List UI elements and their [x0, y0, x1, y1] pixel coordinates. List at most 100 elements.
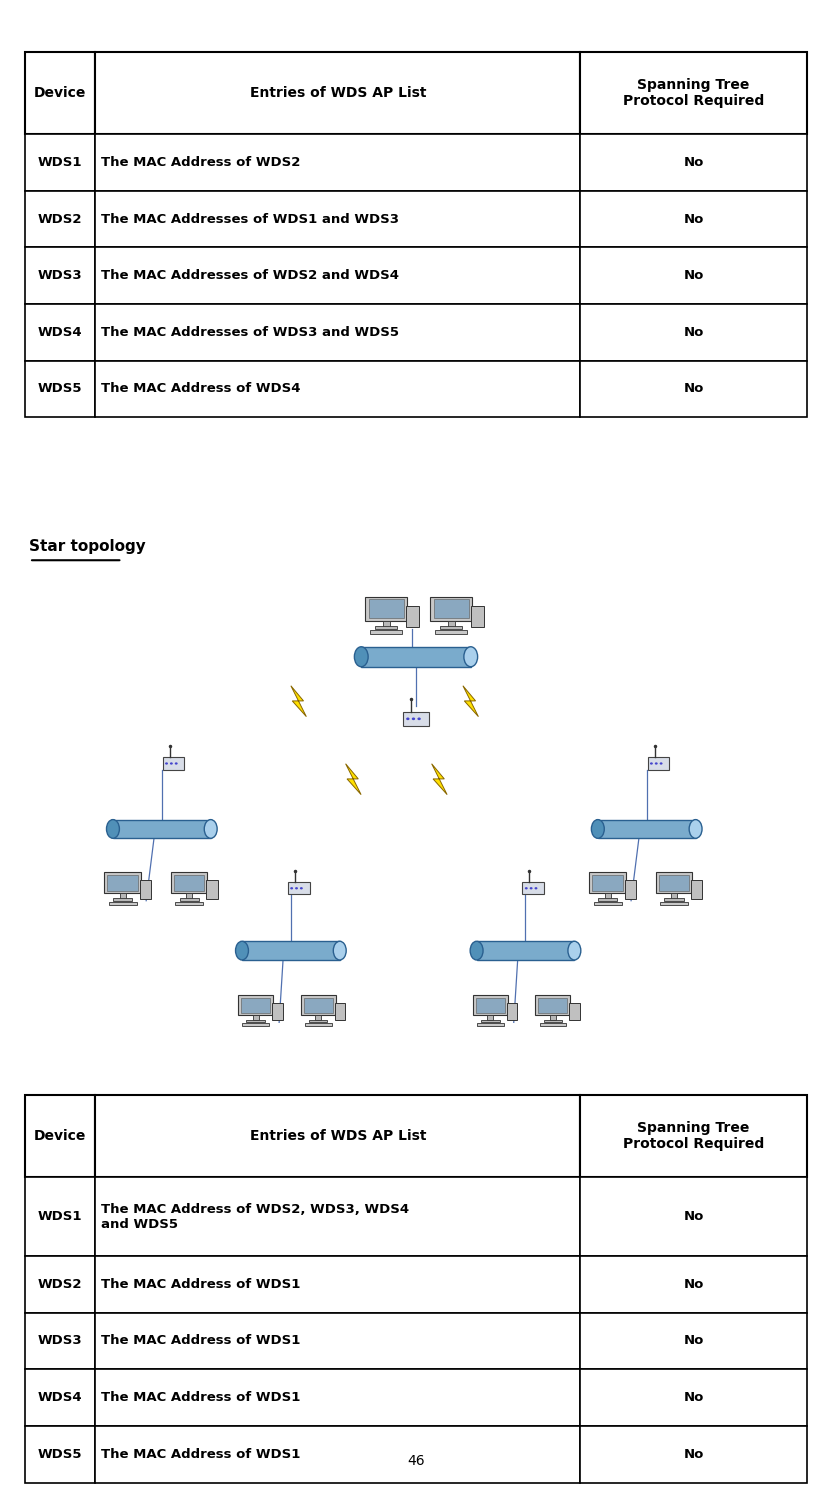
Text: WDS2: WDS2: [38, 1278, 82, 1290]
FancyBboxPatch shape: [96, 134, 580, 191]
Text: No: No: [683, 1392, 704, 1404]
Bar: [113, 820, 210, 839]
Circle shape: [534, 887, 537, 890]
FancyBboxPatch shape: [96, 1095, 580, 1177]
Text: Star topology: Star topology: [29, 539, 146, 554]
Polygon shape: [345, 764, 361, 794]
FancyBboxPatch shape: [580, 1095, 807, 1177]
Bar: [176, 901, 203, 904]
Circle shape: [655, 763, 658, 764]
FancyBboxPatch shape: [96, 191, 580, 247]
Text: No: No: [683, 383, 704, 395]
Bar: [647, 757, 670, 770]
Bar: [315, 1015, 321, 1021]
FancyBboxPatch shape: [580, 304, 807, 361]
Text: The MAC Address of WDS1: The MAC Address of WDS1: [102, 1335, 300, 1347]
Circle shape: [290, 887, 293, 890]
Text: The MAC Address of WDS1: The MAC Address of WDS1: [102, 1278, 300, 1290]
Text: WDS3: WDS3: [37, 270, 82, 282]
Bar: [242, 1024, 269, 1027]
Text: WDS1: WDS1: [38, 156, 82, 168]
Text: No: No: [683, 1278, 704, 1290]
Bar: [301, 995, 335, 1015]
Polygon shape: [291, 685, 306, 717]
Bar: [206, 881, 217, 898]
Bar: [361, 647, 471, 666]
Bar: [238, 995, 273, 1015]
Bar: [305, 1024, 332, 1027]
Text: WDS1: WDS1: [38, 1210, 82, 1223]
Ellipse shape: [470, 942, 483, 960]
Bar: [140, 881, 151, 898]
Bar: [174, 875, 205, 891]
Text: Device: Device: [34, 1129, 87, 1143]
FancyBboxPatch shape: [96, 52, 580, 134]
Bar: [241, 998, 270, 1013]
Text: No: No: [683, 213, 704, 225]
Circle shape: [530, 887, 532, 890]
Text: The MAC Address of WDS2: The MAC Address of WDS2: [102, 156, 300, 168]
Text: WDS2: WDS2: [38, 213, 82, 225]
FancyBboxPatch shape: [25, 361, 96, 417]
Ellipse shape: [689, 820, 702, 839]
Bar: [605, 894, 611, 898]
Text: Device: Device: [34, 86, 87, 100]
Text: Spanning Tree
Protocol Required: Spanning Tree Protocol Required: [623, 1120, 765, 1152]
Bar: [665, 898, 684, 900]
Bar: [406, 606, 419, 627]
Bar: [592, 875, 623, 891]
Text: WDS5: WDS5: [38, 1448, 82, 1460]
FancyBboxPatch shape: [580, 191, 807, 247]
Ellipse shape: [592, 820, 604, 839]
FancyBboxPatch shape: [25, 52, 96, 134]
Bar: [477, 1024, 503, 1027]
Bar: [309, 1019, 328, 1022]
FancyBboxPatch shape: [580, 134, 807, 191]
Ellipse shape: [106, 820, 120, 839]
Bar: [488, 1015, 493, 1021]
Bar: [383, 621, 390, 627]
Bar: [671, 894, 677, 898]
FancyBboxPatch shape: [580, 1313, 807, 1369]
Bar: [288, 882, 310, 894]
Polygon shape: [432, 764, 447, 794]
Text: Entries of WDS AP List: Entries of WDS AP List: [250, 86, 426, 100]
Ellipse shape: [568, 942, 581, 960]
Bar: [659, 875, 690, 891]
FancyBboxPatch shape: [580, 1369, 807, 1426]
FancyBboxPatch shape: [25, 247, 96, 304]
FancyBboxPatch shape: [96, 1313, 580, 1369]
FancyBboxPatch shape: [25, 304, 96, 361]
Bar: [656, 872, 692, 894]
FancyBboxPatch shape: [25, 1256, 96, 1313]
Text: WDS3: WDS3: [37, 1335, 82, 1347]
Text: The MAC Address of WDS1: The MAC Address of WDS1: [102, 1392, 300, 1404]
Text: No: No: [683, 156, 704, 168]
Ellipse shape: [334, 942, 346, 960]
Bar: [536, 995, 570, 1015]
Ellipse shape: [354, 647, 368, 666]
Polygon shape: [463, 685, 478, 717]
Circle shape: [300, 887, 303, 890]
Ellipse shape: [235, 942, 249, 960]
FancyBboxPatch shape: [580, 247, 807, 304]
Bar: [334, 1003, 345, 1021]
Bar: [538, 998, 567, 1013]
Bar: [691, 881, 702, 898]
Text: Entries of WDS AP List: Entries of WDS AP List: [250, 1129, 426, 1143]
FancyBboxPatch shape: [25, 191, 96, 247]
FancyBboxPatch shape: [96, 1426, 580, 1483]
Bar: [105, 872, 141, 894]
Circle shape: [418, 718, 421, 720]
FancyBboxPatch shape: [580, 1256, 807, 1313]
Bar: [473, 995, 508, 1015]
Bar: [107, 875, 138, 891]
Bar: [171, 872, 207, 894]
Circle shape: [295, 887, 298, 890]
Bar: [180, 898, 199, 900]
Bar: [543, 1019, 562, 1022]
Text: The MAC Address of WDS2, WDS3, WDS4
and WDS5: The MAC Address of WDS2, WDS3, WDS4 and …: [102, 1202, 409, 1231]
Bar: [435, 630, 468, 633]
FancyBboxPatch shape: [96, 247, 580, 304]
Bar: [481, 1019, 499, 1022]
